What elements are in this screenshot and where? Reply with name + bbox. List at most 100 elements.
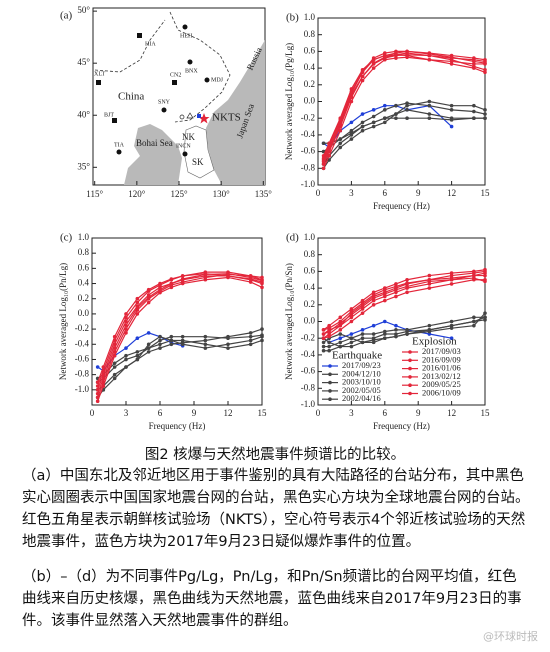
point	[338, 323, 343, 328]
point	[449, 277, 454, 282]
y-tick-label: 0.2	[304, 299, 315, 309]
point	[360, 128, 365, 133]
legend-label: 2009/05/25	[422, 379, 461, 389]
point	[327, 148, 331, 152]
point	[169, 334, 174, 339]
point	[169, 338, 174, 343]
point	[349, 319, 354, 324]
point	[427, 52, 432, 56]
station-square	[137, 33, 142, 38]
point	[95, 365, 100, 369]
point	[483, 61, 487, 65]
point	[338, 118, 343, 122]
point	[158, 287, 162, 292]
station-circle	[187, 59, 193, 65]
japan-sea	[206, 40, 265, 185]
series-line	[97, 273, 263, 398]
point	[472, 109, 476, 114]
point	[349, 99, 354, 104]
x-tick-label: 6	[158, 408, 163, 418]
x-tick-label: 135°	[255, 189, 273, 199]
point	[483, 269, 487, 274]
x-tick-label: 6	[383, 408, 388, 418]
point	[371, 61, 376, 65]
y-tick-label: 35°	[77, 161, 90, 171]
point	[360, 311, 365, 315]
y-tick-label: 1.0	[304, 12, 316, 22]
point	[371, 338, 376, 342]
point	[338, 128, 343, 133]
point	[349, 315, 354, 320]
y-tick-label: -0.4	[301, 349, 316, 359]
point	[338, 141, 343, 146]
series-line	[97, 273, 263, 394]
point	[338, 123, 343, 127]
watermark: @环球时报	[483, 630, 538, 643]
point	[260, 338, 264, 343]
x-tick-label: 15	[258, 408, 268, 418]
point	[449, 124, 454, 129]
point	[338, 315, 343, 320]
point	[360, 120, 365, 125]
point	[260, 334, 264, 339]
legend-label: 2002/04/16	[342, 393, 381, 403]
point	[383, 103, 387, 108]
x-tick-label: 12	[447, 408, 456, 418]
panel-label: (a)	[60, 10, 73, 22]
point	[405, 101, 409, 105]
point	[203, 277, 208, 282]
point	[124, 323, 128, 328]
point	[321, 166, 326, 171]
legend-label: 2003/10/10	[342, 377, 381, 387]
point	[449, 118, 454, 122]
y-tick-label: 40°	[77, 109, 90, 119]
point	[483, 273, 487, 278]
point	[112, 365, 117, 369]
legend-marker	[328, 389, 332, 393]
point	[135, 312, 140, 316]
y-tick-label: -0.8	[301, 382, 316, 392]
point	[321, 332, 326, 336]
point	[472, 62, 476, 66]
point	[371, 108, 376, 112]
point	[349, 336, 354, 341]
x-tick-label: 9	[416, 408, 421, 418]
plot-frame	[91, 237, 263, 406]
legend-title: Earthquake	[332, 350, 382, 362]
point	[427, 116, 432, 120]
point	[327, 323, 331, 328]
point	[158, 338, 162, 343]
point	[483, 279, 487, 284]
x-tick-label: 15	[481, 408, 491, 418]
point	[427, 282, 432, 286]
station-circle	[182, 24, 188, 30]
legend-label: 2006/10/09	[422, 387, 461, 397]
x-tick-label: 9	[192, 408, 197, 418]
point	[483, 318, 487, 322]
station-circle	[182, 151, 188, 157]
point	[248, 331, 253, 335]
point	[405, 332, 409, 336]
x-tick-label: 0	[90, 408, 95, 418]
point	[180, 281, 185, 286]
x-tick-label: 130°	[213, 189, 231, 199]
point	[394, 112, 398, 116]
point	[180, 334, 185, 339]
station-label: BNX	[185, 68, 198, 74]
y-tick-label: -0.4	[75, 338, 90, 348]
x-tick-label: 12	[447, 188, 456, 198]
y-tick-label: -1.0	[301, 179, 316, 189]
point	[472, 59, 476, 64]
point	[327, 326, 331, 330]
point	[371, 292, 376, 297]
point	[383, 55, 387, 60]
point	[321, 141, 326, 146]
point	[112, 372, 117, 377]
point	[371, 340, 376, 345]
station-label: MDJ	[211, 77, 224, 83]
point	[405, 329, 409, 334]
legend-marker	[408, 375, 412, 379]
point	[146, 300, 151, 305]
point	[360, 301, 365, 305]
legend-label: 2002/05/05	[342, 385, 381, 395]
